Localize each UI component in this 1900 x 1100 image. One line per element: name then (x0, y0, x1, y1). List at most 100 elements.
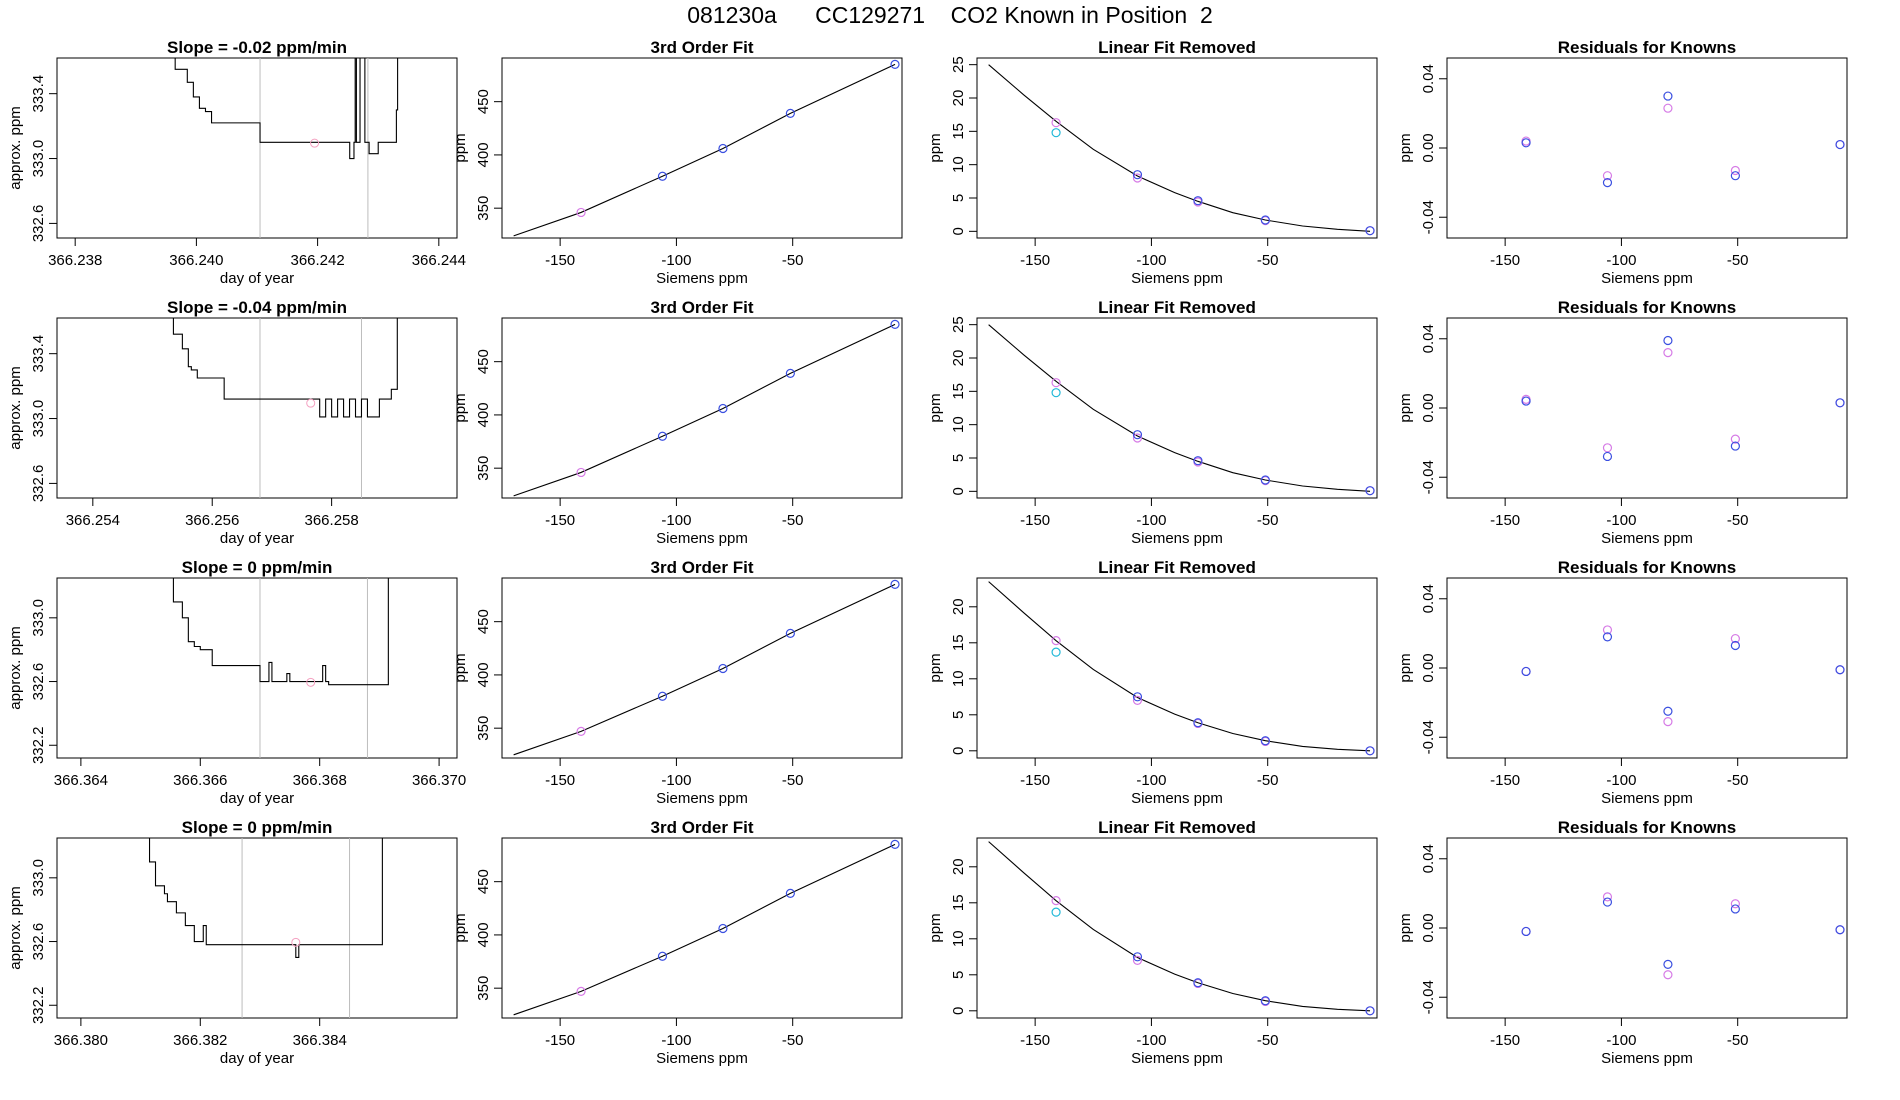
y-tick-label: 400 (475, 922, 492, 947)
known-point (576, 726, 586, 736)
plot-area (1521, 892, 1845, 980)
y-tick-label: 400 (475, 142, 492, 167)
y-tick-label: 332.6 (30, 923, 47, 961)
y-tick-label: 450 (475, 89, 492, 114)
known-point (576, 207, 586, 218)
known-point-magenta (1663, 103, 1673, 113)
known-point-blue (1730, 640, 1740, 651)
x-axis-label: day of year (220, 270, 294, 287)
known-point-magenta (1730, 165, 1740, 176)
known-point-blue (1730, 441, 1740, 451)
y-tick-label: 5 (950, 194, 967, 202)
y-tick-label: 332.2 (30, 986, 47, 1024)
plot-frame (56, 577, 458, 759)
y-axis-label: approx. ppm (7, 106, 24, 189)
plot-frame (501, 57, 903, 239)
fit-curve (513, 583, 896, 756)
known-point-blue (1365, 486, 1375, 496)
x-axis-label: Siemens ppm (1131, 530, 1223, 547)
fit-curve (988, 581, 1371, 752)
chart-title: Slope = 0 ppm/min (182, 558, 333, 577)
chart-panel: Residuals for Knowns -150 -100 -50 -0.04 0.00… (1397, 818, 1848, 1067)
known-point-magenta (1132, 173, 1143, 183)
chart-title: 3rd Order Fit (651, 558, 754, 577)
known-point-blue (1365, 746, 1375, 756)
x-axis-label: Siemens ppm (1601, 530, 1693, 547)
chart-panel: Linear Fit Removed -150 -100 -50 0 5 10 15 20 Sie… (927, 558, 1378, 807)
x-tick-label: 366.384 (293, 1032, 347, 1049)
y-tick-label: -0.04 (1420, 720, 1437, 754)
x-tick-label: -150 (1020, 1032, 1050, 1049)
known-point-blue (1602, 632, 1613, 642)
y-axis-label: approx. ppm (7, 366, 24, 449)
plot-frame (501, 837, 903, 1019)
known-point (718, 663, 728, 674)
known-point (785, 108, 795, 118)
chart-panel: 3rd Order Fit -150 -100 -50 350 400 450 Siemens… (452, 298, 903, 547)
x-tick-label: -100 (1606, 252, 1636, 269)
co2-trace-line (170, 58, 399, 160)
x-tick-label: -150 (1490, 772, 1520, 789)
x-tick-label: 366.240 (169, 252, 223, 269)
x-axis-label: Siemens ppm (1601, 270, 1693, 287)
known-point-magenta (1132, 695, 1143, 706)
known-point-magenta (1051, 118, 1061, 128)
x-tick-label: -100 (661, 512, 691, 529)
x-axis-label: day of year (220, 530, 294, 547)
mean-point (306, 677, 316, 687)
y-axis-label: approx. ppm (7, 886, 24, 969)
y-tick-label: 25 (950, 316, 967, 333)
x-tick-label: -50 (782, 252, 804, 269)
known-point-blue (1835, 398, 1845, 408)
x-axis-label: Siemens ppm (656, 270, 748, 287)
reference-point (1051, 128, 1061, 138)
y-axis-label: ppm (1397, 653, 1414, 682)
chart-title: Linear Fit Removed (1098, 298, 1256, 317)
plot-area (988, 841, 1375, 1016)
y-tick-label: 20 (950, 350, 967, 367)
plot-frame (56, 57, 458, 239)
plot-area (167, 578, 389, 758)
plot-frame (976, 317, 1378, 499)
chart-title: Residuals for Knowns (1558, 558, 1737, 577)
plot-area (170, 58, 399, 238)
known-point (718, 143, 728, 154)
chart-panel: Residuals for Knowns -150 -100 -50 -0.04 0.00… (1397, 298, 1848, 547)
x-tick-label: 366.242 (290, 252, 344, 269)
y-tick-label: 15 (950, 634, 967, 651)
known-point-magenta (1663, 717, 1673, 727)
known-point-blue (1132, 430, 1143, 440)
x-tick-label: -150 (1020, 512, 1050, 529)
y-tick-label: 333.0 (30, 599, 47, 637)
chart-title: 3rd Order Fit (651, 298, 754, 317)
y-tick-label: 0 (950, 1007, 967, 1015)
y-tick-label: 0 (950, 227, 967, 235)
x-tick-label: 366.256 (185, 512, 239, 529)
known-point (657, 951, 668, 961)
x-axis-label: Siemens ppm (656, 530, 748, 547)
x-tick-label: -50 (782, 772, 804, 789)
known-point-blue (1132, 692, 1143, 702)
known-point-blue (1365, 1006, 1375, 1016)
plot-frame (1446, 837, 1848, 1019)
x-tick-label: 366.382 (173, 1032, 227, 1049)
plot-frame (501, 317, 903, 499)
x-tick-label: -100 (661, 772, 691, 789)
known-point-blue (1602, 897, 1613, 907)
co2-trace-line (167, 578, 389, 686)
y-tick-label: 333.0 (30, 400, 47, 438)
x-axis-label: Siemens ppm (1131, 1050, 1223, 1067)
known-point-blue (1730, 904, 1740, 914)
y-tick-label: 0.04 (1420, 844, 1437, 873)
known-point-blue (1132, 952, 1143, 962)
known-point-blue (1521, 396, 1531, 406)
y-axis-label: ppm (1397, 913, 1414, 942)
chart-panel: Linear Fit Removed -150 -100 -50 0 5 10 15 20 25 S… (927, 298, 1378, 547)
y-axis-label: ppm (452, 913, 469, 942)
x-tick-label: -100 (661, 1032, 691, 1049)
y-tick-label: 332.6 (30, 465, 47, 503)
known-point-blue (1521, 666, 1531, 677)
x-axis-label: day of year (220, 790, 294, 807)
x-tick-label: -50 (1727, 252, 1749, 269)
